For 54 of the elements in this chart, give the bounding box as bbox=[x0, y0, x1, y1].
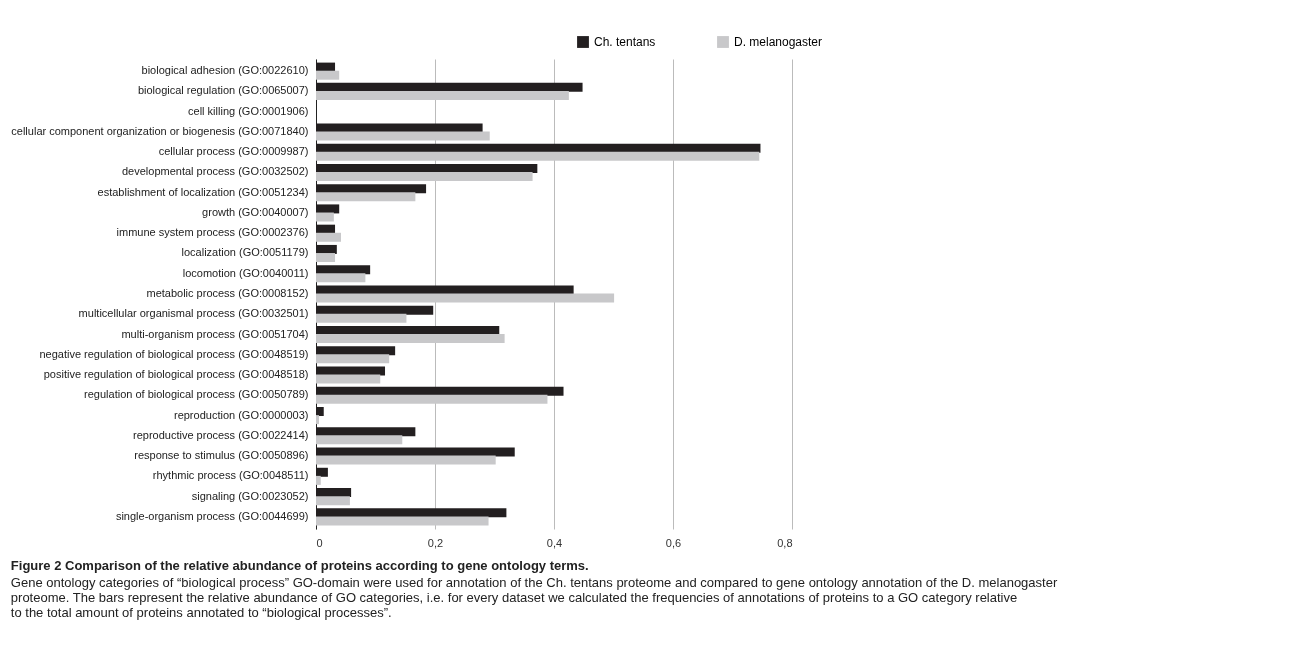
bar bbox=[316, 313, 407, 323]
bar bbox=[316, 516, 489, 526]
x-tick-label: 0,4 bbox=[546, 536, 563, 549]
bar bbox=[316, 415, 319, 425]
y-tick-label: multi-organism process (GO:0051704) bbox=[121, 327, 309, 340]
bar bbox=[316, 394, 548, 404]
bar bbox=[316, 455, 496, 465]
y-tick-label: signaling (GO:0023052) bbox=[191, 489, 309, 502]
bar bbox=[316, 374, 381, 384]
legend-label: D. melanogaster bbox=[734, 35, 823, 49]
bar bbox=[316, 70, 340, 80]
y-tick-label: developmental process (GO:0032502) bbox=[122, 165, 309, 178]
bar bbox=[316, 90, 569, 100]
x-tick-label: 0,6 bbox=[665, 536, 682, 549]
x-tick-label: 0 bbox=[316, 536, 323, 549]
bar bbox=[316, 435, 403, 445]
bar bbox=[316, 192, 416, 202]
y-tick-label: cell killing (GO:0001906) bbox=[188, 104, 309, 117]
y-tick-label: immune system process (GO:0002376) bbox=[116, 226, 309, 239]
bar bbox=[316, 273, 366, 283]
legend-label: Ch. tentans bbox=[594, 35, 656, 49]
y-tick-label: locomotion (GO:0040011) bbox=[182, 266, 309, 279]
bar bbox=[316, 475, 321, 485]
y-tick-label: metabolic process (GO:0008152) bbox=[146, 287, 309, 299]
bar bbox=[316, 496, 350, 506]
bar bbox=[316, 151, 760, 161]
y-tick-label: reproductive process (GO:0022414) bbox=[133, 428, 309, 441]
y-tick-label: regulation of biological process (GO:0050789) bbox=[84, 388, 309, 401]
y-tick-label: biological adhesion (GO:0022610) bbox=[141, 64, 309, 77]
y-tick-label: negative regulation of biological process (GO:0048519) bbox=[39, 347, 309, 360]
y-tick-label: establishment of localization (GO:0051234) bbox=[97, 185, 309, 198]
bar bbox=[316, 354, 390, 364]
x-tick-label: 0,2 bbox=[427, 536, 444, 549]
y-tick-label: localization (GO:0051179) bbox=[181, 246, 309, 259]
bar bbox=[316, 212, 334, 222]
bar bbox=[316, 232, 341, 242]
y-tick-label: biological regulation (GO:0065007) bbox=[137, 84, 309, 97]
bar bbox=[316, 293, 615, 303]
bar bbox=[316, 172, 533, 181]
y-tick-label: positive regulation of biological process (GO:0048518) bbox=[43, 368, 309, 381]
bar bbox=[316, 334, 505, 344]
y-tick-label: rhythmic process (GO:0048511) bbox=[152, 469, 309, 482]
bar bbox=[316, 131, 490, 141]
x-tick-label: 0,8 bbox=[777, 536, 793, 549]
y-tick-label: cellular process (GO:0009987) bbox=[158, 145, 309, 158]
text: Figure 2 Comparison of the relative abundance of proteins according to gene ontology terms. bbox=[10, 558, 589, 573]
y-tick-label: growth (GO:0040007) bbox=[202, 205, 309, 218]
y-tick-label: cellular component organization or biogenesis (GO:0071840) bbox=[11, 124, 309, 137]
y-tick-label: multicellular organismal process (GO:0032501) bbox=[78, 307, 309, 320]
text: Gene ontology categories of “biological process” GO-domain were used for annotation of the Ch. tentans proteome and compared to gene ontology annotation of the D. melanogaster proteome. The bars represent the relative abundance of GO categories, i.e. for every dataset we calculated the frequencies of annotations of proteins to a GO category relative to the total amount of proteins annotated to “biological processes”. bbox=[10, 575, 1058, 620]
y-tick-label: reproduction (GO:0000003) bbox=[173, 408, 309, 421]
y-tick-label: single-organism process (GO:0044699) bbox=[115, 509, 309, 522]
y-tick-label: response to stimulus (GO:0050896) bbox=[134, 449, 309, 462]
bar bbox=[316, 253, 336, 263]
